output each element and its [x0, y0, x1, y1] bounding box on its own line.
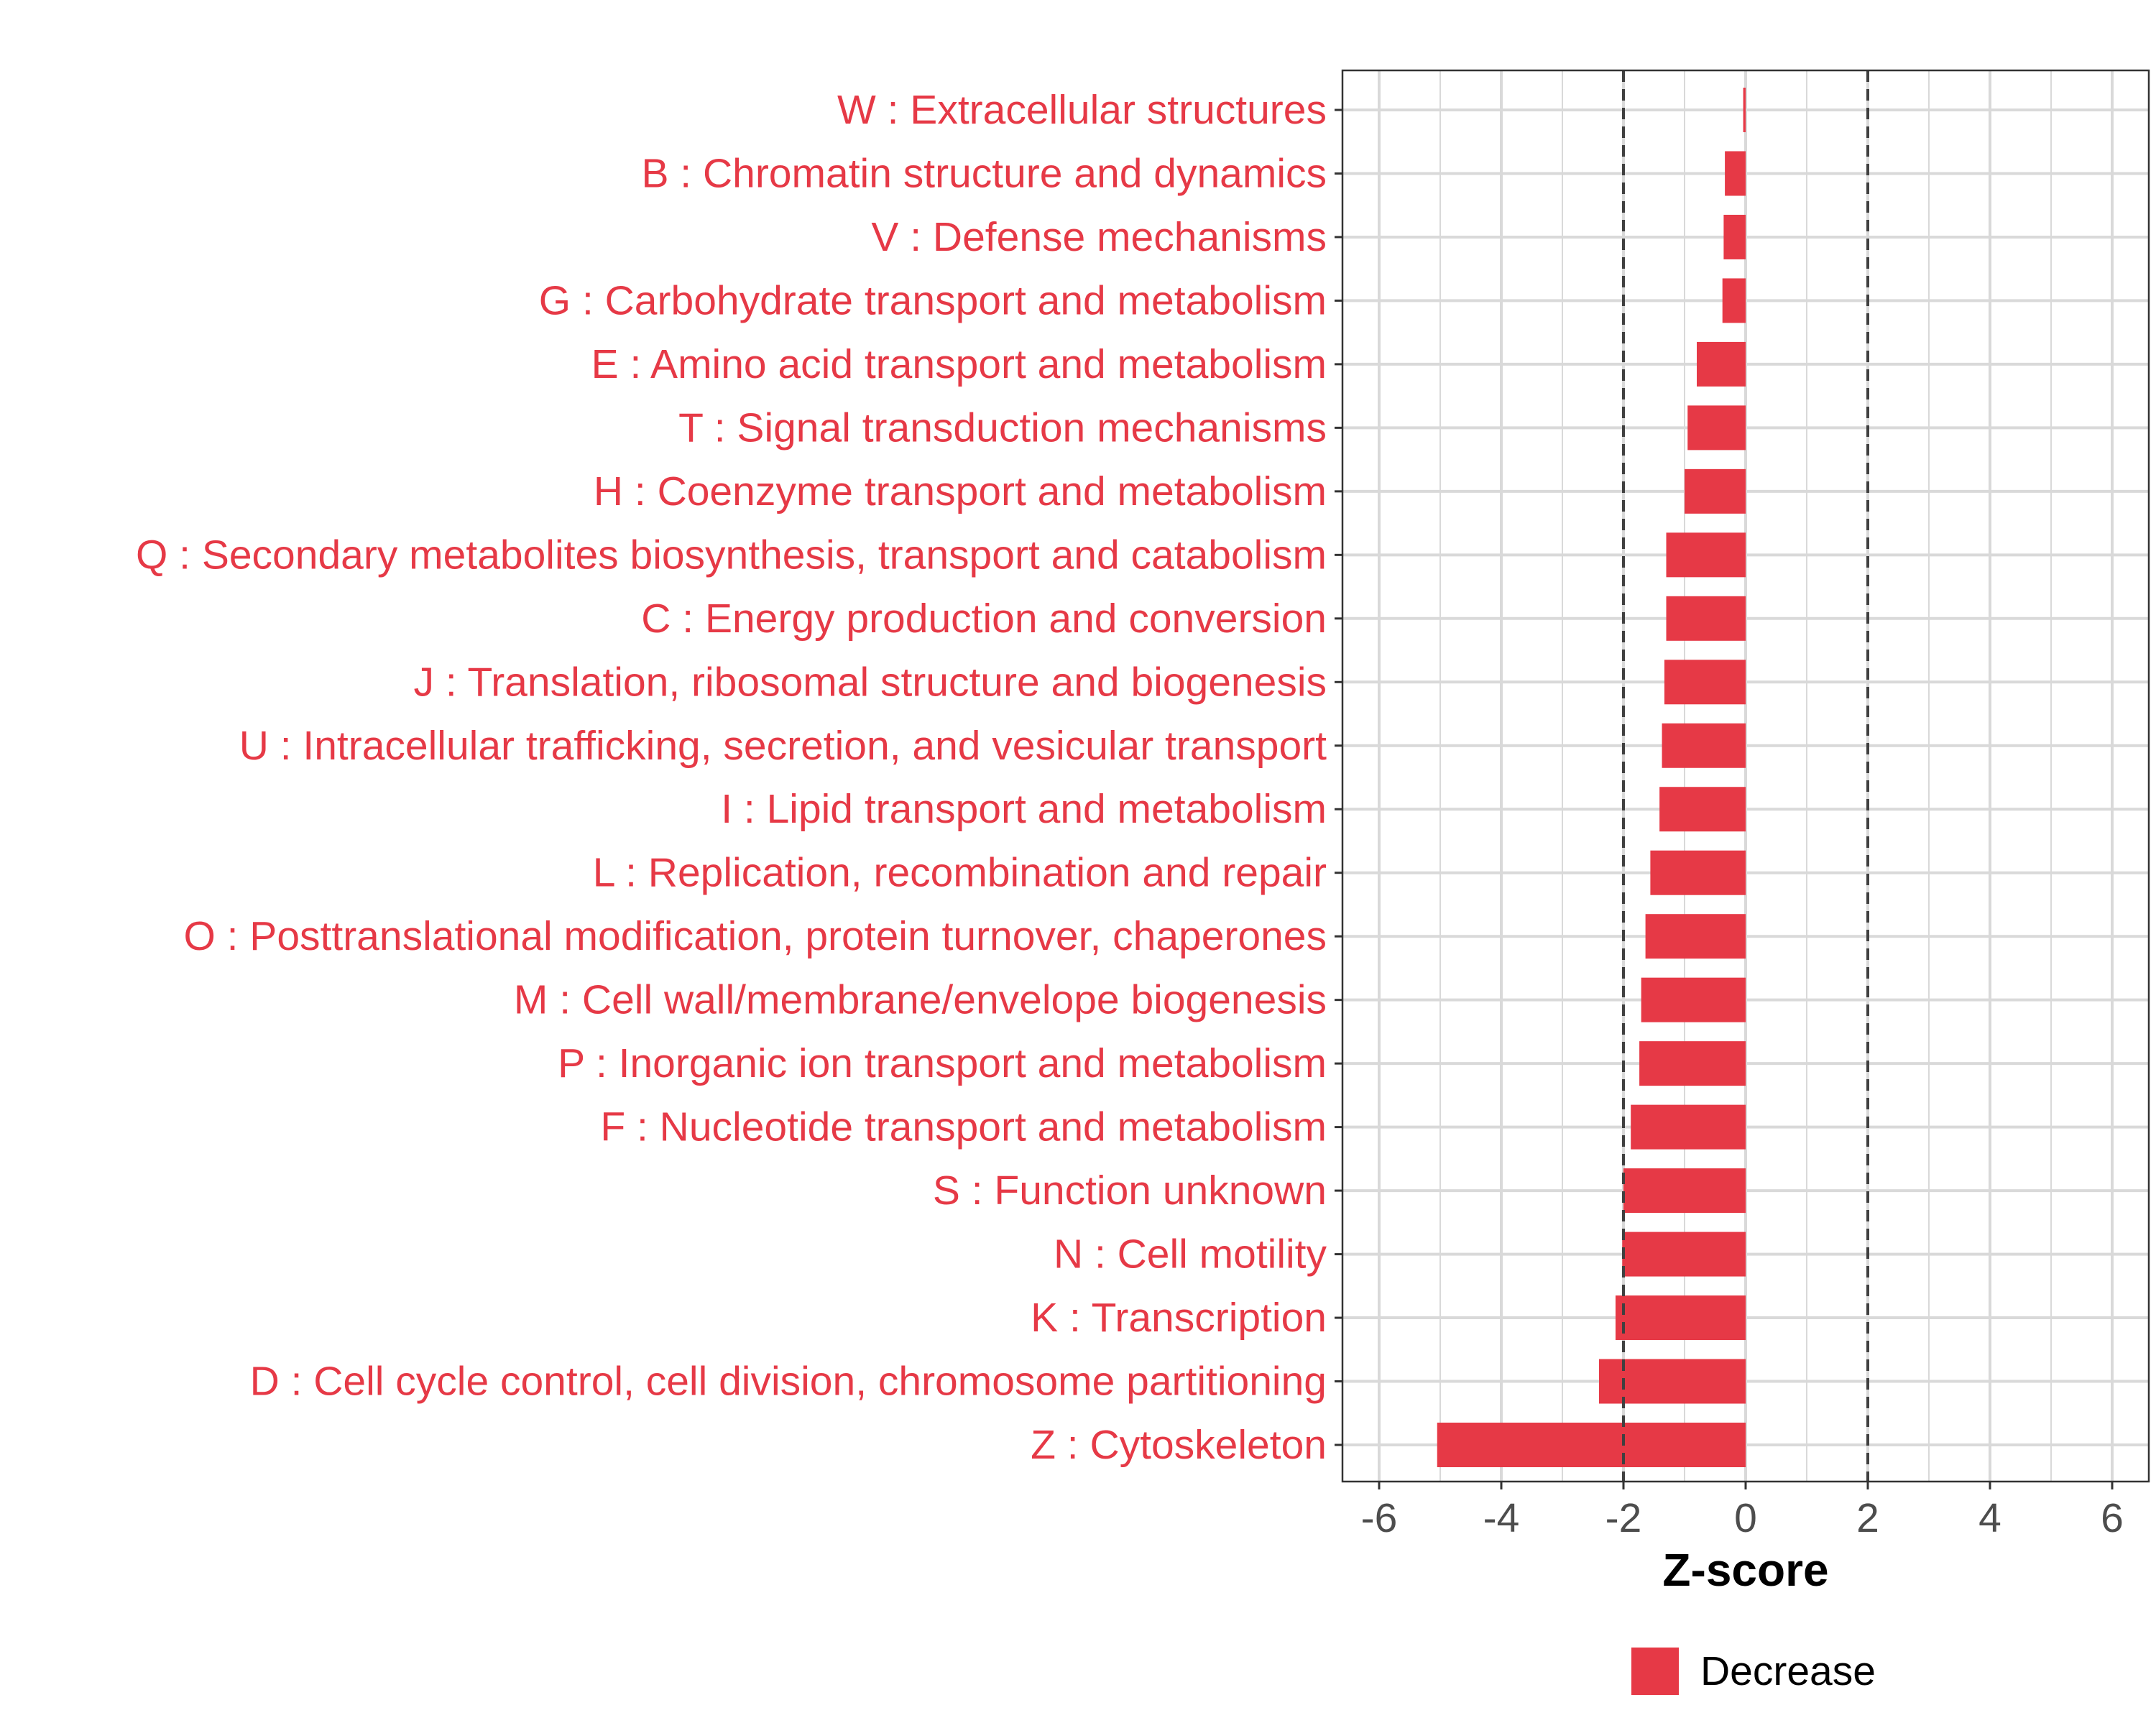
legend-swatch — [1631, 1648, 1679, 1695]
category-label: U : Intracellular trafficking, secretion… — [239, 723, 1327, 769]
bar — [1599, 1359, 1746, 1404]
bar — [1641, 977, 1746, 1022]
category-label: I : Lipid transport and metabolism — [721, 786, 1327, 832]
x-tick-label: 0 — [1734, 1495, 1757, 1541]
legend-label: Decrease — [1700, 1648, 1876, 1694]
category-label: B : Chromatin structure and dynamics — [641, 150, 1327, 196]
x-tick-label: 6 — [2101, 1495, 2124, 1541]
bar — [1615, 1295, 1746, 1341]
category-label: C : Energy production and conversion — [641, 596, 1327, 642]
bar — [1666, 596, 1746, 641]
category-label: J : Translation, ribosomal structure and… — [414, 659, 1327, 705]
category-label-layer: W : Extracellular structures B : Chromati… — [136, 87, 1327, 1468]
bar — [1722, 278, 1746, 323]
category-label: V : Defense mechanisms — [871, 214, 1327, 260]
bar — [1697, 341, 1746, 387]
bar — [1645, 914, 1746, 959]
bar — [1723, 214, 1746, 259]
category-label: N : Cell motility — [1054, 1232, 1327, 1277]
x-tick-label: 2 — [1856, 1495, 1879, 1541]
category-label: K : Transcription — [1031, 1295, 1327, 1341]
category-label: O : Posttranslational modification, prot… — [183, 913, 1327, 959]
category-label: P : Inorganic ion transport and metaboli… — [558, 1040, 1327, 1086]
bar — [1666, 532, 1746, 578]
bar — [1687, 405, 1746, 451]
bar — [1725, 151, 1746, 196]
category-label: E : Amino acid transport and metabolism — [591, 341, 1327, 387]
x-tick-layer: -6 -4 -2 0 2 4 6 — [1361, 1482, 2124, 1541]
x-tick-label: -2 — [1606, 1495, 1642, 1541]
bar — [1437, 1423, 1746, 1467]
category-label: Q : Secondary metabolites biosynthesis, … — [136, 532, 1327, 578]
y-tick-layer — [1335, 108, 1342, 1446]
category-label: W : Extracellular structures — [837, 87, 1327, 133]
bar — [1685, 468, 1746, 514]
legend: Decrease — [1631, 1648, 1876, 1695]
bar — [1659, 787, 1746, 832]
bar — [1662, 723, 1746, 768]
category-label: G : Carbohydrate transport and metabolis… — [539, 277, 1327, 323]
bar — [1623, 1168, 1746, 1214]
bar — [1743, 88, 1746, 132]
category-label: L : Replication, recombination and repai… — [593, 850, 1327, 896]
category-label: H : Coenzyme transport and metabolism — [594, 468, 1327, 514]
bar — [1622, 1232, 1746, 1277]
x-axis-title: Z-score — [1662, 1544, 1828, 1596]
category-label: S : Function unknown — [933, 1168, 1327, 1214]
category-label: M : Cell wall/membrane/envelope biogenes… — [514, 977, 1327, 1023]
x-tick-label: -6 — [1361, 1495, 1398, 1541]
bar — [1639, 1041, 1746, 1086]
category-label: D : Cell cycle control, cell division, c… — [250, 1359, 1327, 1405]
category-label: Z : Cytoskeleton — [1031, 1422, 1327, 1468]
bar — [1664, 660, 1746, 705]
bar-layer — [1437, 88, 1746, 1467]
category-label: T : Signal transduction mechanisms — [678, 405, 1327, 451]
x-tick-label: -4 — [1483, 1495, 1520, 1541]
x-tick-label: 4 — [1978, 1495, 2001, 1541]
bar — [1650, 850, 1746, 895]
category-label: F : Nucleotide transport and metabolism — [600, 1104, 1327, 1150]
reference-line-layer — [1622, 70, 1869, 1482]
bar — [1631, 1104, 1746, 1150]
